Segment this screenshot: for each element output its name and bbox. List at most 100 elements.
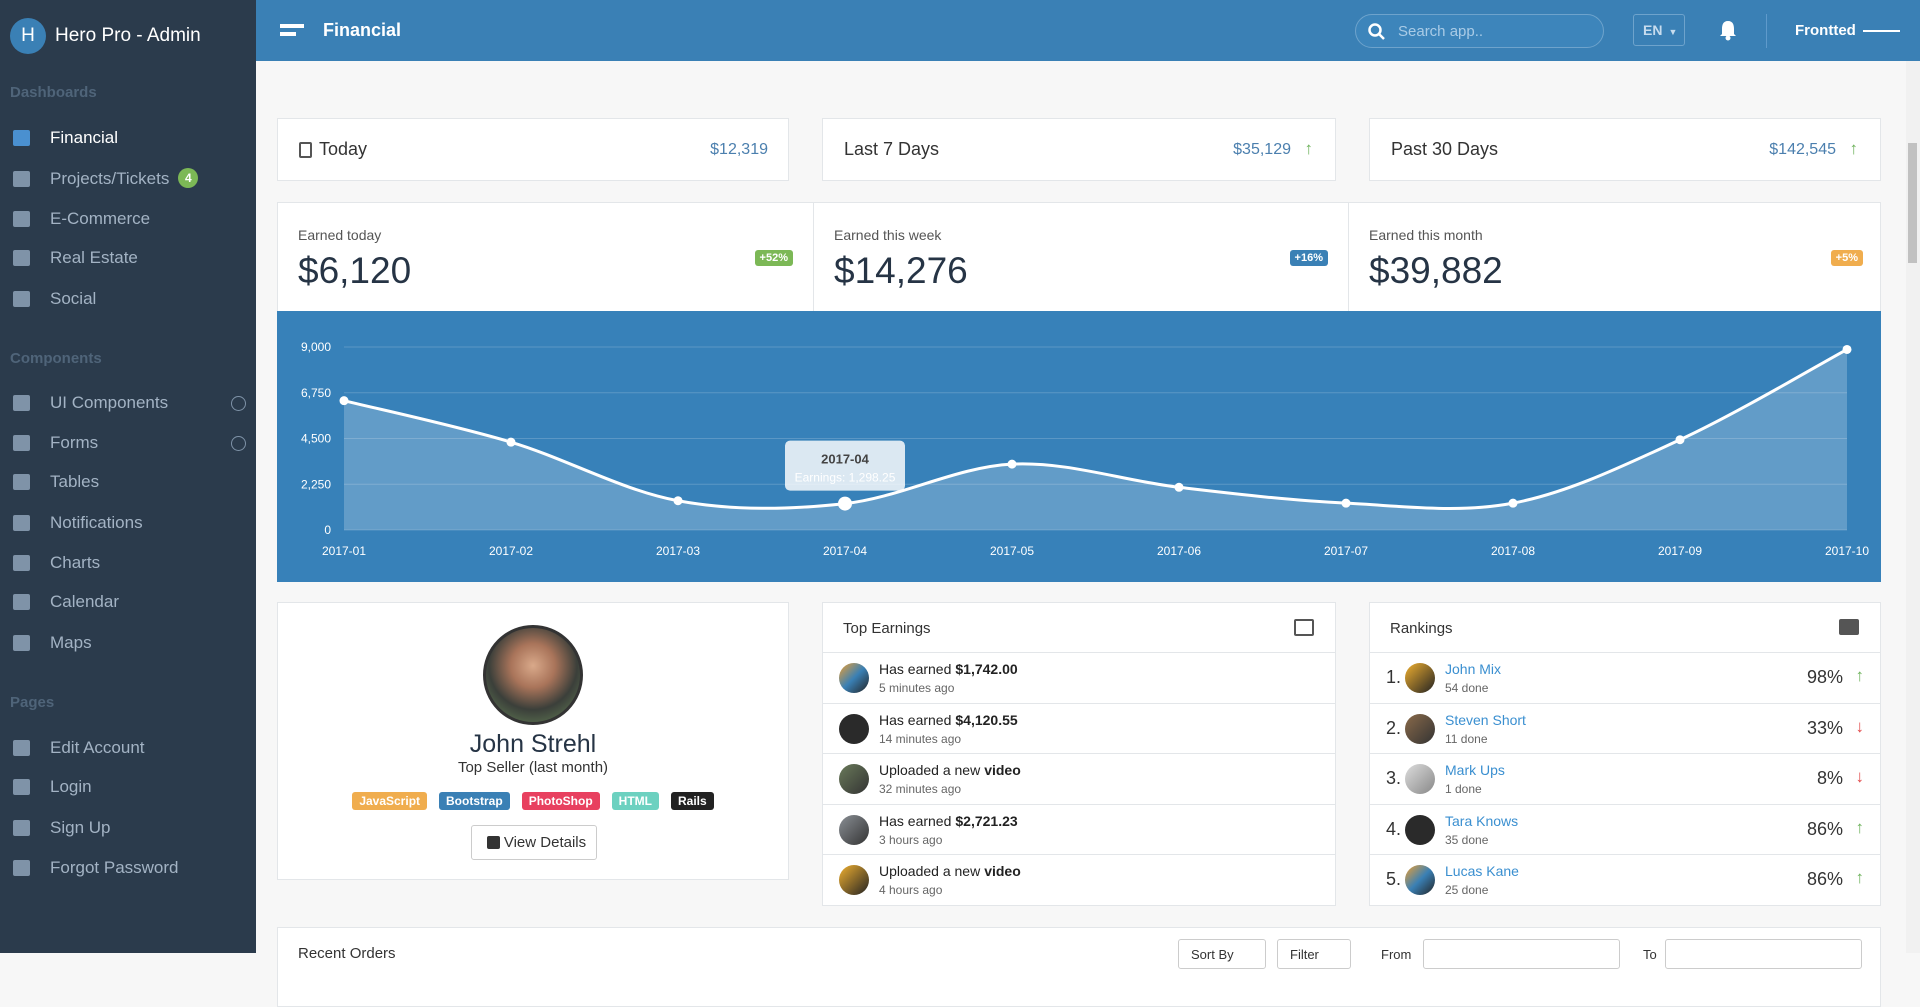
content: Today $12,319 Last 7 Days $35,129 ↑ Past 30 D… xyxy=(277,118,1881,1007)
trend-up: ↑ xyxy=(1855,817,1865,837)
nav-icon xyxy=(13,635,30,651)
nav-item[interactable]: Edit Account xyxy=(0,730,256,766)
nav-label: Forgot Password xyxy=(50,858,179,877)
summary-label: Last 7 Days xyxy=(844,139,940,159)
dollar-icon xyxy=(1294,619,1314,636)
nav-icon xyxy=(13,474,30,490)
earnings-value: $14,276 xyxy=(834,250,968,291)
nav-item[interactable]: Notifications xyxy=(0,505,256,541)
rankings-card: Rankings 1. John Mix 54 done 98% ↑ 2. Steven Sh… xyxy=(1369,602,1881,906)
activity-label: Uploaded a new xyxy=(879,863,981,879)
x-tick-label: 2017-04 xyxy=(823,544,867,558)
nav-item[interactable]: Financial xyxy=(0,120,256,156)
skill-tag: PhotoShop xyxy=(521,792,600,810)
nav-item[interactable]: Forgot Password xyxy=(0,850,256,886)
skill-tag: Rails xyxy=(671,792,714,810)
nav-label: Charts xyxy=(50,553,101,572)
activity-avatar xyxy=(839,865,869,895)
avatar xyxy=(483,625,583,725)
expand-icon[interactable] xyxy=(231,436,246,451)
ranking-avatar xyxy=(1405,663,1435,693)
change-badge: +16% xyxy=(1289,250,1328,266)
from-input[interactable] xyxy=(1423,939,1620,969)
ranking-row: 2. Steven Short 11 done 33% ↓ xyxy=(1370,702,1880,754)
nav-label: Maps xyxy=(50,633,92,652)
x-tick-label: 2017-09 xyxy=(1658,544,1702,558)
section-title: Components xyxy=(10,350,102,367)
rank-number: 1. xyxy=(1386,667,1402,687)
search-box[interactable]: Search app.. xyxy=(1355,14,1604,48)
ranking-done: 54 done xyxy=(1445,681,1489,695)
nav-item[interactable]: Forms xyxy=(0,425,256,461)
user-name[interactable]: Frontted xyxy=(1795,22,1856,39)
nav-label: Financial xyxy=(50,128,119,147)
nav-item[interactable]: Real Estate xyxy=(0,240,256,276)
nav-item[interactable]: Tables xyxy=(0,464,256,500)
activity-text: Uploaded a new video xyxy=(879,863,1021,879)
earnings-label: Earned this month xyxy=(1369,227,1483,243)
nav-item[interactable]: Login xyxy=(0,769,256,805)
sort-button[interactable]: Sort By xyxy=(1178,939,1266,969)
y-tick-label: 2,250 xyxy=(301,477,331,491)
ranking-name[interactable]: Steven Short xyxy=(1445,711,1526,728)
expand-icon[interactable] xyxy=(231,396,246,411)
skill-tag: Bootstrap xyxy=(439,792,510,810)
recent-orders-card: Recent Orders Sort By Filter From To xyxy=(277,927,1881,1007)
ranking-name[interactable]: Tara Knows xyxy=(1445,812,1519,829)
data-point xyxy=(1675,435,1685,445)
filter-button[interactable]: Filter xyxy=(1277,939,1351,969)
activity-row: Has earned $4,120.55 14 minutes ago xyxy=(823,702,1335,754)
data-point xyxy=(1341,498,1351,508)
scrollbar-thumb[interactable] xyxy=(1908,143,1917,263)
ranking-avatar xyxy=(1405,865,1435,895)
nav-item[interactable]: Calendar xyxy=(0,584,256,620)
nav-icon xyxy=(13,860,30,876)
to-input[interactable] xyxy=(1665,939,1862,969)
nav-icon xyxy=(13,594,30,610)
ranking-avatar xyxy=(1405,814,1435,845)
activity-row: Uploaded a new video 32 minutes ago xyxy=(823,753,1335,804)
line xyxy=(343,348,1848,511)
search-placeholder: Search app.. xyxy=(1398,23,1484,40)
trend-down: ↓ xyxy=(1855,767,1865,786)
nav-item[interactable]: Sign Up xyxy=(0,810,256,846)
earnings-value: $39,882 xyxy=(1369,250,1503,291)
nav-item[interactable]: UI Components xyxy=(0,385,256,421)
rank-number: 4. xyxy=(1386,818,1402,839)
nav-item[interactable]: E-Commerce xyxy=(0,201,256,237)
tag-list: JavaScript Bootstrap PhotoShop HTML Rails xyxy=(278,792,788,810)
skill-tag: HTML xyxy=(611,792,659,810)
x-tick-label: 2017-05 xyxy=(990,544,1034,558)
menu-icon[interactable] xyxy=(280,32,296,36)
activity-text: Has earned $2,721.23 xyxy=(879,813,1018,829)
language-select[interactable]: EN ▼ xyxy=(1633,14,1685,46)
earnings-column: Earned this week $14,276 +16% xyxy=(813,203,1348,311)
activity-amount: $4,120.55 xyxy=(955,711,1018,728)
summary-value: $12,319 xyxy=(710,141,768,158)
user-menu-icon[interactable] xyxy=(1863,30,1900,32)
ranking-name[interactable]: Lucas Kane xyxy=(1445,863,1519,879)
view-details-button[interactable]: View Details xyxy=(471,825,597,860)
scrollbar xyxy=(1906,61,1920,953)
ranking-name[interactable]: John Mix xyxy=(1445,661,1502,677)
activity-avatar xyxy=(839,713,869,744)
bell-icon[interactable] xyxy=(1718,19,1738,41)
ranking-done: 35 done xyxy=(1445,832,1489,847)
nav-item[interactable]: Maps xyxy=(0,625,256,661)
data-point xyxy=(673,496,683,506)
summary-label: Today xyxy=(319,139,368,159)
rank-number: 3. xyxy=(1386,768,1402,788)
nav-item[interactable]: Charts xyxy=(0,545,256,581)
earnings-card: Earned today $6,120 +52% Earned this week $1… xyxy=(277,202,1881,312)
divider xyxy=(1766,14,1767,48)
nav-item[interactable]: Projects/Tickets 4 xyxy=(0,161,256,197)
ranking-name[interactable]: Mark Ups xyxy=(1445,762,1505,778)
ranking-done: 1 done xyxy=(1445,782,1482,796)
trend-down: ↓ xyxy=(1855,716,1865,736)
menu-icon[interactable] xyxy=(280,24,304,28)
section-title: Dashboards xyxy=(10,84,97,101)
header: Financial Search app.. EN ▼ Frontted xyxy=(256,0,1920,61)
nav-item[interactable]: Social xyxy=(0,281,256,317)
page-title: Financial xyxy=(323,20,402,40)
